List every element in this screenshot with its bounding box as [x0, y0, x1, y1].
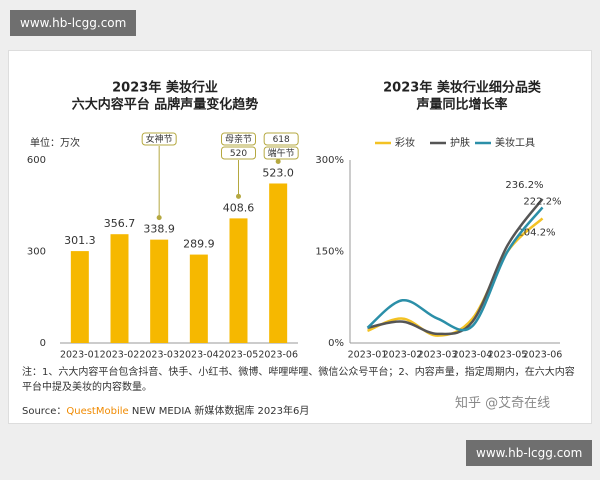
source: Source：QuestMobile NEW MEDIA 新媒体数据库 2023… [22, 402, 309, 417]
y-tick-label: 0 [40, 338, 46, 349]
annotation-dot [275, 158, 281, 164]
annotation-box [141, 132, 177, 146]
credit: 知乎 @艾奇在线 [455, 396, 551, 411]
value-label: 222.2% [523, 196, 561, 207]
chart-title: 2023年 美妆行业 [112, 80, 218, 96]
value-label: 301.3 [64, 234, 96, 247]
line [366, 206, 544, 332]
chart-title: 声量同比增长率 [415, 97, 507, 113]
line [367, 198, 544, 336]
annotation-box [263, 146, 299, 160]
annotation: 618 [273, 135, 290, 145]
x-tick-label: 2023-02 [383, 350, 423, 361]
note: 注：1、六大内容平台包含抖音、快手、小红书、微博、哔哩哔哩、微信公众号平台；2、… [22, 367, 575, 393]
line [367, 217, 544, 337]
legend-label: 彩妆 [395, 136, 415, 149]
source-prefix: Source： [22, 406, 67, 417]
bar [110, 234, 129, 343]
chart-title: 六大内容平台 品牌声量变化趋势 [72, 97, 259, 113]
annotation: 女神节 [146, 133, 173, 145]
unit-label: 单位：万次 [30, 136, 80, 149]
y-tick-label: 600 [27, 155, 46, 166]
bar [189, 254, 208, 343]
annotation-box [263, 132, 299, 146]
x-tick-label: 2023-04 [453, 350, 493, 361]
value-label: 338.9 [143, 223, 175, 236]
value-label: 236.2% [505, 180, 543, 191]
annotation: 端午节 [268, 147, 295, 159]
annotation-box [221, 146, 256, 160]
x-tick-label: 2023-06 [258, 350, 298, 361]
annotation-dot [236, 193, 241, 199]
value-label: 523.0 [262, 166, 294, 179]
legend-label: 护肤 [450, 136, 470, 149]
annotation: 520 [230, 149, 247, 159]
watermark: www.hb-lcgg.com [10, 10, 137, 36]
y-tick-label: 300 [27, 247, 46, 258]
x-tick-label: 2023-03 [139, 350, 179, 361]
x-tick-label: 2023-03 [418, 350, 458, 361]
x-tick-label: 2023-06 [523, 350, 563, 361]
value-label: 204.2% [517, 227, 555, 238]
x-tick-label: 2023-02 [100, 350, 140, 361]
legend-label: 美妆工具 [495, 136, 535, 149]
value-label: 356.7 [104, 217, 136, 230]
source-rest: NEW MEDIA 新媒体数据库 2023年6月 [131, 406, 310, 417]
y-tick-label: 0% [328, 338, 344, 349]
y-tick-label: 300% [315, 155, 344, 166]
x-tick-label: 2023-04 [179, 350, 219, 361]
bar [70, 251, 89, 343]
value-label: 408.6 [223, 201, 255, 214]
y-tick-label: 150% [315, 247, 344, 258]
value-label: 289.9 [183, 238, 215, 251]
watermark: www.hb-lcgg.com [466, 440, 593, 466]
annotation-dot [156, 215, 162, 221]
annotation: 母亲节 [225, 133, 252, 145]
x-tick-label: 2023-01 [348, 350, 388, 361]
bar [269, 183, 288, 343]
x-tick-label: 2023-01 [60, 350, 100, 361]
x-tick-label: 2023-05 [488, 350, 528, 361]
chart-title: 2023年 美妆行业细分品类 [383, 80, 542, 96]
source-brand: QuestMobile [66, 406, 129, 417]
x-tick-label: 2023-05 [219, 350, 259, 361]
bar [229, 218, 248, 343]
card [8, 50, 592, 424]
bar [150, 239, 169, 343]
annotation-box [221, 132, 256, 146]
